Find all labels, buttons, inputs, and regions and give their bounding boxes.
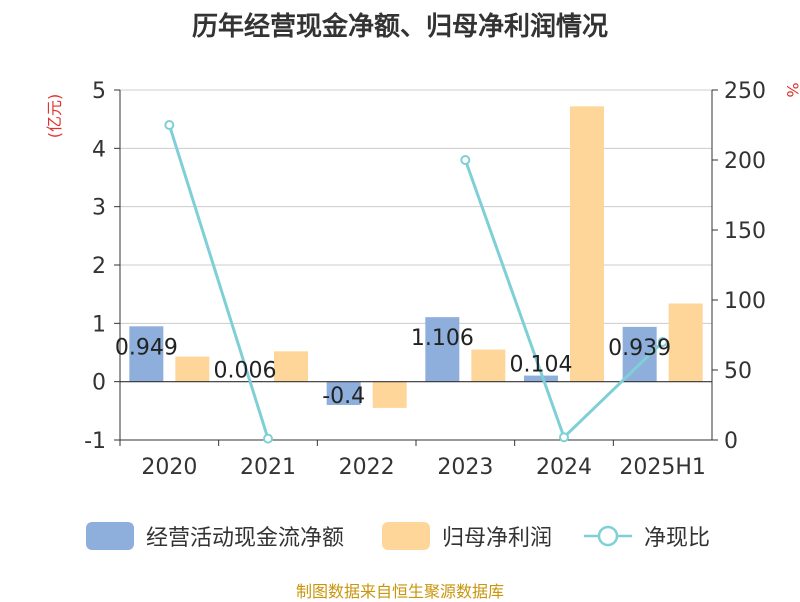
left-axis-tick-label: 1	[92, 312, 106, 337]
ratio-point	[461, 156, 469, 164]
bar-profit	[175, 357, 209, 382]
bar-profit	[471, 350, 505, 382]
legend-swatch-cash	[86, 522, 134, 550]
ratio-point	[264, 435, 272, 443]
x-axis-tick-label: 2024	[536, 455, 592, 480]
legend-item-profit[interactable]: 归母净利润	[382, 518, 552, 554]
legend-label-cash: 经营活动现金流净额	[146, 520, 344, 552]
right-axis-tick-label: 50	[724, 359, 752, 384]
cash-data-label: 1.106	[411, 326, 474, 351]
right-axis-tick-label: 200	[724, 149, 766, 174]
legend-label-profit: 归母净利润	[442, 520, 552, 552]
bar-profit	[669, 304, 703, 382]
x-axis-tick-label: 2022	[339, 455, 395, 480]
ratio-point	[165, 121, 173, 129]
left-axis-tick-label: 4	[92, 137, 106, 162]
left-axis-tick-label: 5	[92, 79, 106, 104]
legend: 经营活动现金流净额 归母净利润 净现比	[0, 518, 800, 554]
left-axis-tick-label: 2	[92, 254, 106, 279]
right-axis-tick-label: 250	[724, 79, 766, 104]
cash-data-label: -0.4	[322, 384, 365, 409]
source-note: 制图数据来自恒生聚源数据库	[0, 578, 800, 602]
left-axis-tick-label: -1	[84, 429, 106, 454]
x-axis-tick-label: 2025H1	[619, 455, 706, 480]
legend-item-cash[interactable]: 经营活动现金流净额	[86, 518, 344, 554]
right-axis-unit: %	[783, 82, 800, 97]
cash-data-label: 0.949	[115, 335, 178, 360]
legend-item-ratio[interactable]: 净现比	[584, 518, 710, 554]
bar-profit	[570, 106, 604, 381]
bar-profit	[373, 382, 407, 408]
right-axis-tick-label: 100	[724, 289, 766, 314]
ratio-series-line	[465, 160, 662, 437]
ratio-series-line	[169, 125, 268, 439]
legend-swatch-profit	[382, 522, 430, 550]
cash-data-label: 0.006	[214, 358, 277, 383]
grid-layer	[120, 90, 712, 440]
ratio-point	[560, 433, 568, 441]
right-axis-tick-label: 0	[724, 429, 738, 454]
left-axis-unit: (亿元)	[45, 94, 64, 139]
left-axis-tick-label: 0	[92, 371, 106, 396]
left-axis-tick-label: 3	[92, 196, 106, 221]
x-axis-tick-label: 2020	[141, 455, 197, 480]
bar-profit	[274, 351, 308, 381]
x-axis-tick-label: 2023	[437, 455, 493, 480]
legend-line-marker-icon	[584, 522, 632, 550]
cash-data-label: 0.939	[608, 336, 671, 361]
cash-data-label: 0.104	[510, 353, 573, 378]
legend-label-ratio: 净现比	[644, 520, 710, 552]
right-axis-tick-label: 150	[724, 219, 766, 244]
x-axis-tick-label: 2021	[240, 455, 296, 480]
